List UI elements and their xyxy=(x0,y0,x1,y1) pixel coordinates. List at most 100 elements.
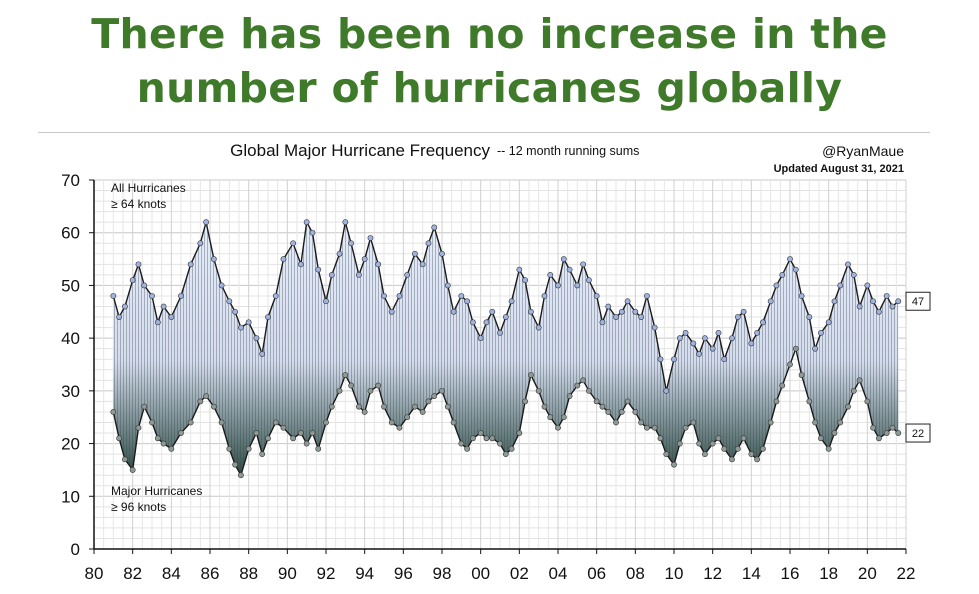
major-hurricanes-point xyxy=(651,424,658,431)
all-hurricanes-point xyxy=(709,345,716,352)
major-hurricanes-point xyxy=(328,403,335,410)
all-hurricanes-point xyxy=(355,271,362,278)
major-hurricanes-point xyxy=(309,430,316,436)
major-hurricanes-point xyxy=(516,430,523,436)
major-hurricanes-point xyxy=(555,424,561,431)
major-hurricanes-point xyxy=(702,451,708,458)
all-hurricanes-point xyxy=(439,250,445,257)
major-hurricanes-point xyxy=(644,424,650,431)
all-hurricanes-point xyxy=(593,293,600,299)
all-hurricanes-point xyxy=(348,240,355,247)
all-hurricanes-point xyxy=(122,303,128,310)
x-tick-label: 80 xyxy=(85,564,104,583)
major-hurricanes-point xyxy=(439,387,445,394)
major-hurricanes-point xyxy=(141,403,148,410)
all-hurricanes-point xyxy=(547,271,554,278)
major-hurricanes-point xyxy=(197,398,204,405)
major-hurricanes-point xyxy=(825,445,832,452)
all-hurricanes-point xyxy=(876,308,882,315)
major-hurricanes-point xyxy=(388,419,395,426)
major-hurricanes-point xyxy=(396,424,403,431)
all-hurricanes-point xyxy=(444,282,451,289)
major-hurricanes-point xyxy=(315,445,322,452)
x-tick-label: 12 xyxy=(703,564,722,583)
all-hurricanes-point xyxy=(336,250,343,257)
major-hurricanes-point xyxy=(154,435,161,442)
all-hurricanes-point xyxy=(632,308,639,315)
major-hurricanes-point xyxy=(489,435,496,442)
x-tick-label: 92 xyxy=(317,564,336,583)
all-hurricanes-point xyxy=(767,298,774,305)
major-hurricanes-point xyxy=(253,430,260,436)
y-tick-label: 40 xyxy=(61,329,80,348)
major-hurricanes-point xyxy=(696,440,703,447)
major-hurricanes-point xyxy=(290,435,297,442)
major-hurricanes-point xyxy=(404,414,411,421)
all-hurricanes-point xyxy=(396,293,403,299)
major-hurricanes-point xyxy=(522,398,529,405)
all-hurricanes-point xyxy=(729,335,735,342)
all-hurricanes-point xyxy=(464,298,471,305)
major-hurricanes-threshold: ≥ 96 knots xyxy=(111,500,166,514)
all-hurricanes-point xyxy=(566,266,573,273)
all-hurricanes-point xyxy=(845,261,851,268)
all-hurricanes-point xyxy=(110,293,117,299)
major-hurricanes-point xyxy=(336,387,343,394)
major-hurricanes-point xyxy=(638,419,645,426)
major-hurricanes-label: Major Hurricanes xyxy=(111,484,202,498)
x-tick-label: 98 xyxy=(433,564,452,583)
y-tick-label: 10 xyxy=(61,487,80,506)
y-tick-label: 50 xyxy=(61,276,80,295)
major-hurricanes-point xyxy=(187,419,194,426)
x-tick-label: 20 xyxy=(858,564,877,583)
major-hurricanes-point xyxy=(528,372,534,378)
major-hurricanes-point xyxy=(876,435,882,442)
major-hurricanes-point xyxy=(245,445,252,452)
major-hurricanes-point xyxy=(323,419,329,426)
x-tick-label: 16 xyxy=(781,564,800,583)
major-hurricanes-point xyxy=(671,461,677,468)
last-value-all-text: 47 xyxy=(912,296,924,308)
x-tick-label: 06 xyxy=(587,564,606,583)
major-hurricanes-point xyxy=(831,430,838,436)
major-hurricanes-point xyxy=(361,409,368,415)
all-hurricanes-point xyxy=(178,293,184,299)
all-hurricanes-point xyxy=(856,303,863,310)
major-hurricanes-point xyxy=(470,435,476,442)
major-hurricanes-point xyxy=(203,393,210,400)
all-hurricanes-point xyxy=(792,266,799,273)
all-hurricanes-point xyxy=(168,314,175,320)
major-hurricanes-point xyxy=(767,419,774,426)
all-hurricanes-point xyxy=(555,282,561,289)
major-hurricanes-point xyxy=(599,403,606,410)
major-hurricanes-point xyxy=(574,382,581,389)
major-hurricanes-point xyxy=(178,430,184,436)
all-hurricanes-point xyxy=(290,240,297,247)
all-hurricanes-point xyxy=(773,282,780,289)
all-hurricanes-point xyxy=(149,293,155,299)
all-hurricanes-point xyxy=(297,261,304,268)
all-hurricanes-point xyxy=(754,329,761,336)
all-hurricanes-point xyxy=(508,298,515,305)
all-hurricanes-point xyxy=(638,314,645,320)
major-hurricanes-point xyxy=(729,456,735,463)
major-hurricanes-point xyxy=(676,440,683,447)
major-hurricanes-point xyxy=(444,403,451,410)
all-hurricanes-point xyxy=(528,308,534,315)
major-hurricanes-point xyxy=(883,430,890,436)
all-hurricanes-point xyxy=(818,329,824,336)
major-hurricanes-point xyxy=(605,409,612,415)
major-hurricanes-point xyxy=(560,414,567,421)
major-hurricanes-point xyxy=(864,398,871,405)
all-hurricanes-point xyxy=(160,303,167,310)
all-hurricanes-point xyxy=(618,308,625,315)
all-hurricanes-point xyxy=(613,314,619,320)
all-hurricanes-point xyxy=(187,261,194,268)
chart-updated: Updated August 31, 2021 xyxy=(774,163,904,175)
major-hurricanes-point xyxy=(613,419,619,426)
all-hurricanes-point xyxy=(740,308,747,315)
x-tick-label: 04 xyxy=(549,564,568,583)
major-hurricanes-point xyxy=(110,409,117,415)
all-hurricanes-point xyxy=(644,293,650,299)
chart-title: Global Major Hurricane Frequency xyxy=(230,141,490,160)
